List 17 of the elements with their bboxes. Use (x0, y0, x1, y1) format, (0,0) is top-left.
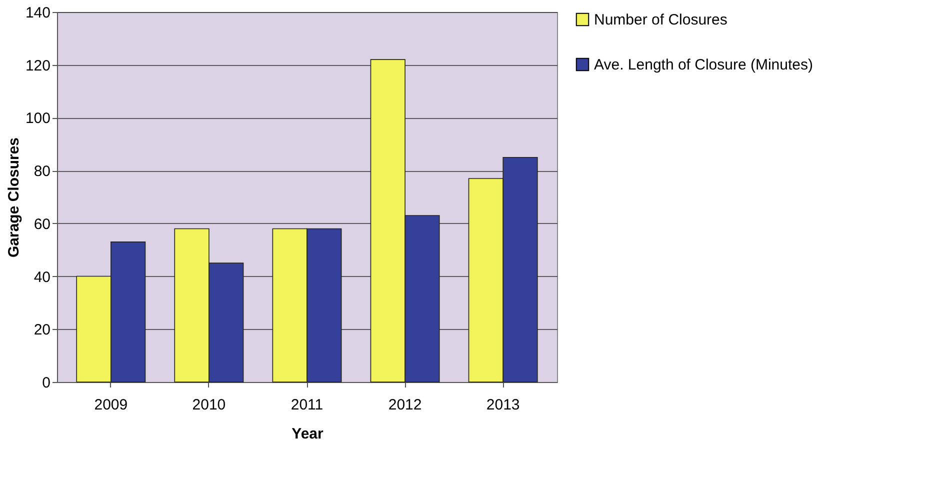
y-tick-label: 120 (25, 57, 50, 74)
x-tick-label: 2013 (486, 396, 520, 414)
y-tick-label: 20 (34, 322, 50, 339)
y-tick-label: 60 (34, 216, 50, 233)
y-tick-label: 40 (34, 268, 50, 286)
x-axis-title: Year (292, 426, 324, 442)
y-tick-label: 80 (34, 163, 50, 180)
y-tick-label: 140 (25, 4, 50, 22)
legend-label: Number of Closures (594, 12, 728, 28)
x-tick-label: 2010 (192, 396, 226, 414)
y-axis-title: Garage Closures (5, 137, 22, 258)
y-tick-label: 100 (25, 110, 50, 128)
x-tick-label: 2009 (94, 396, 128, 414)
y-tick-label: 0 (42, 374, 50, 392)
x-tick-label: 2012 (388, 396, 422, 414)
x-tick-label: 2011 (290, 396, 324, 414)
legend-label: Ave. Length of Closure (Minutes) (594, 56, 814, 74)
